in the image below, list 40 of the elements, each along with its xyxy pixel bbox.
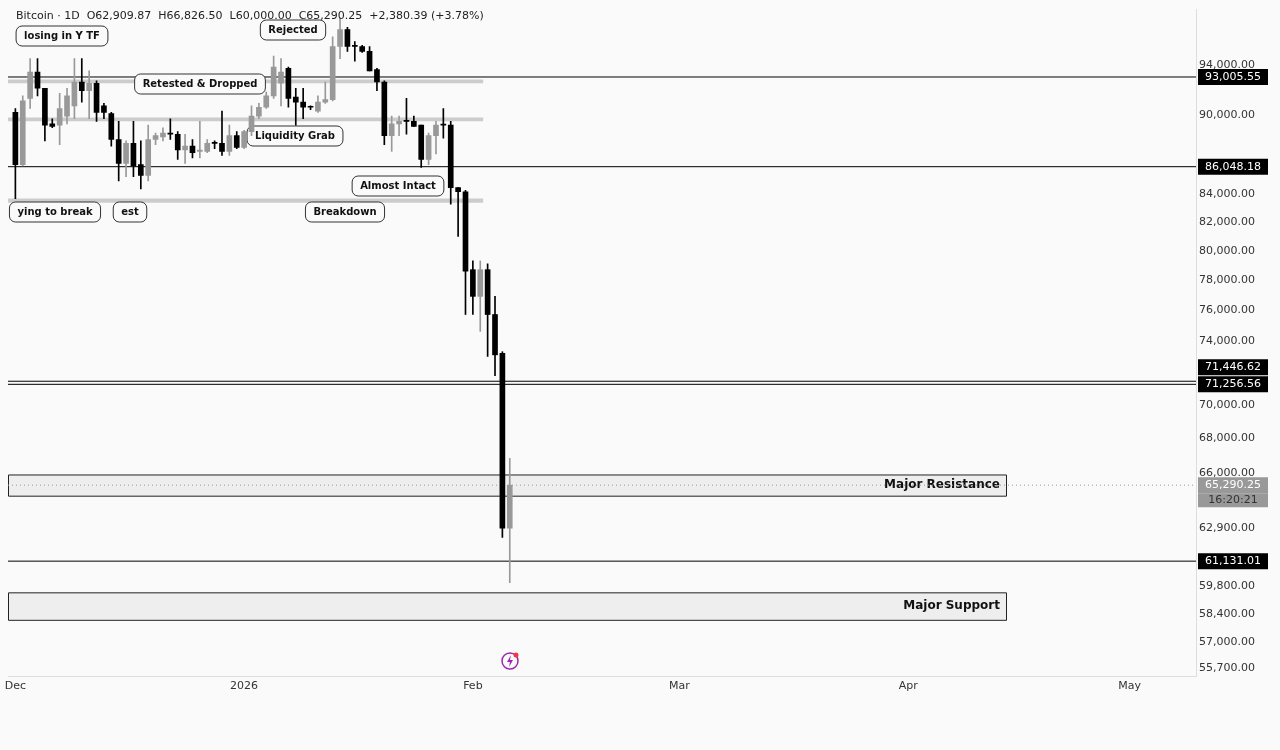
annotation: losing in Y TF xyxy=(24,29,100,41)
y-tick-label: 76,000.00 xyxy=(1199,302,1255,316)
y-tick-label: 58,400.00 xyxy=(1199,606,1255,620)
annotation: Retested & Dropped xyxy=(142,77,258,89)
ref-line-label: 65,290.25 xyxy=(1205,478,1261,492)
y-tick-label: 62,900.00 xyxy=(1199,521,1255,535)
y-tick-label: 68,000.00 xyxy=(1199,431,1255,445)
ref-line-label: 61,131.01 xyxy=(1205,554,1261,567)
annotation: est xyxy=(121,205,139,217)
y-tick-label: 66,000.00 xyxy=(1199,465,1255,479)
y-tick-label: 70,000.00 xyxy=(1199,397,1255,411)
ref-line-label: 86,048.18 xyxy=(1205,159,1261,173)
ref-line-label: 93,005.55 xyxy=(1205,69,1261,83)
x-tick-label: Dec xyxy=(4,679,27,693)
y-tick-label: 55,700.00 xyxy=(1199,661,1255,675)
annotation: Breakdown xyxy=(313,205,377,217)
y-tick-label: 59,800.00 xyxy=(1199,579,1255,593)
annotation: ying to break xyxy=(17,205,93,217)
x-tick-label: 2026 xyxy=(230,679,259,693)
x-tick-label: May xyxy=(1118,679,1142,693)
text: 16:20:21 xyxy=(1208,493,1258,507)
x-tick-label: Apr xyxy=(898,679,919,693)
annotation: Rejected xyxy=(268,23,318,35)
chart-title: Bitcoin · 1D O62,909.87 H66,826.50 L60,000.00 C65,290.25 +2,380.39 (+3.78%) xyxy=(16,8,484,22)
y-tick-label: 57,000.00 xyxy=(1199,634,1255,648)
x-tick-label: Feb xyxy=(463,679,483,693)
band-label: Major Resistance xyxy=(884,477,1000,492)
y-tick-label: 80,000.00 xyxy=(1199,243,1255,257)
x-tick-label: Mar xyxy=(669,679,691,693)
y-tick-label: 84,000.00 xyxy=(1199,187,1255,201)
y-tick-label: 82,000.00 xyxy=(1199,215,1255,229)
annotation: Liquidity Grab xyxy=(255,129,335,141)
y-tick-label: 94,000.00 xyxy=(1199,57,1255,71)
ref-line-label: 71,446.62 xyxy=(1205,360,1261,374)
annotation: Almost Intact xyxy=(360,179,437,191)
y-tick-label: 78,000.00 xyxy=(1199,272,1255,286)
band-label: Major Support xyxy=(903,598,1001,613)
y-tick-label: 74,000.00 xyxy=(1199,333,1255,347)
y-tick-label: 90,000.00 xyxy=(1199,107,1255,121)
ref-line-label: 71,256.56 xyxy=(1205,377,1261,391)
